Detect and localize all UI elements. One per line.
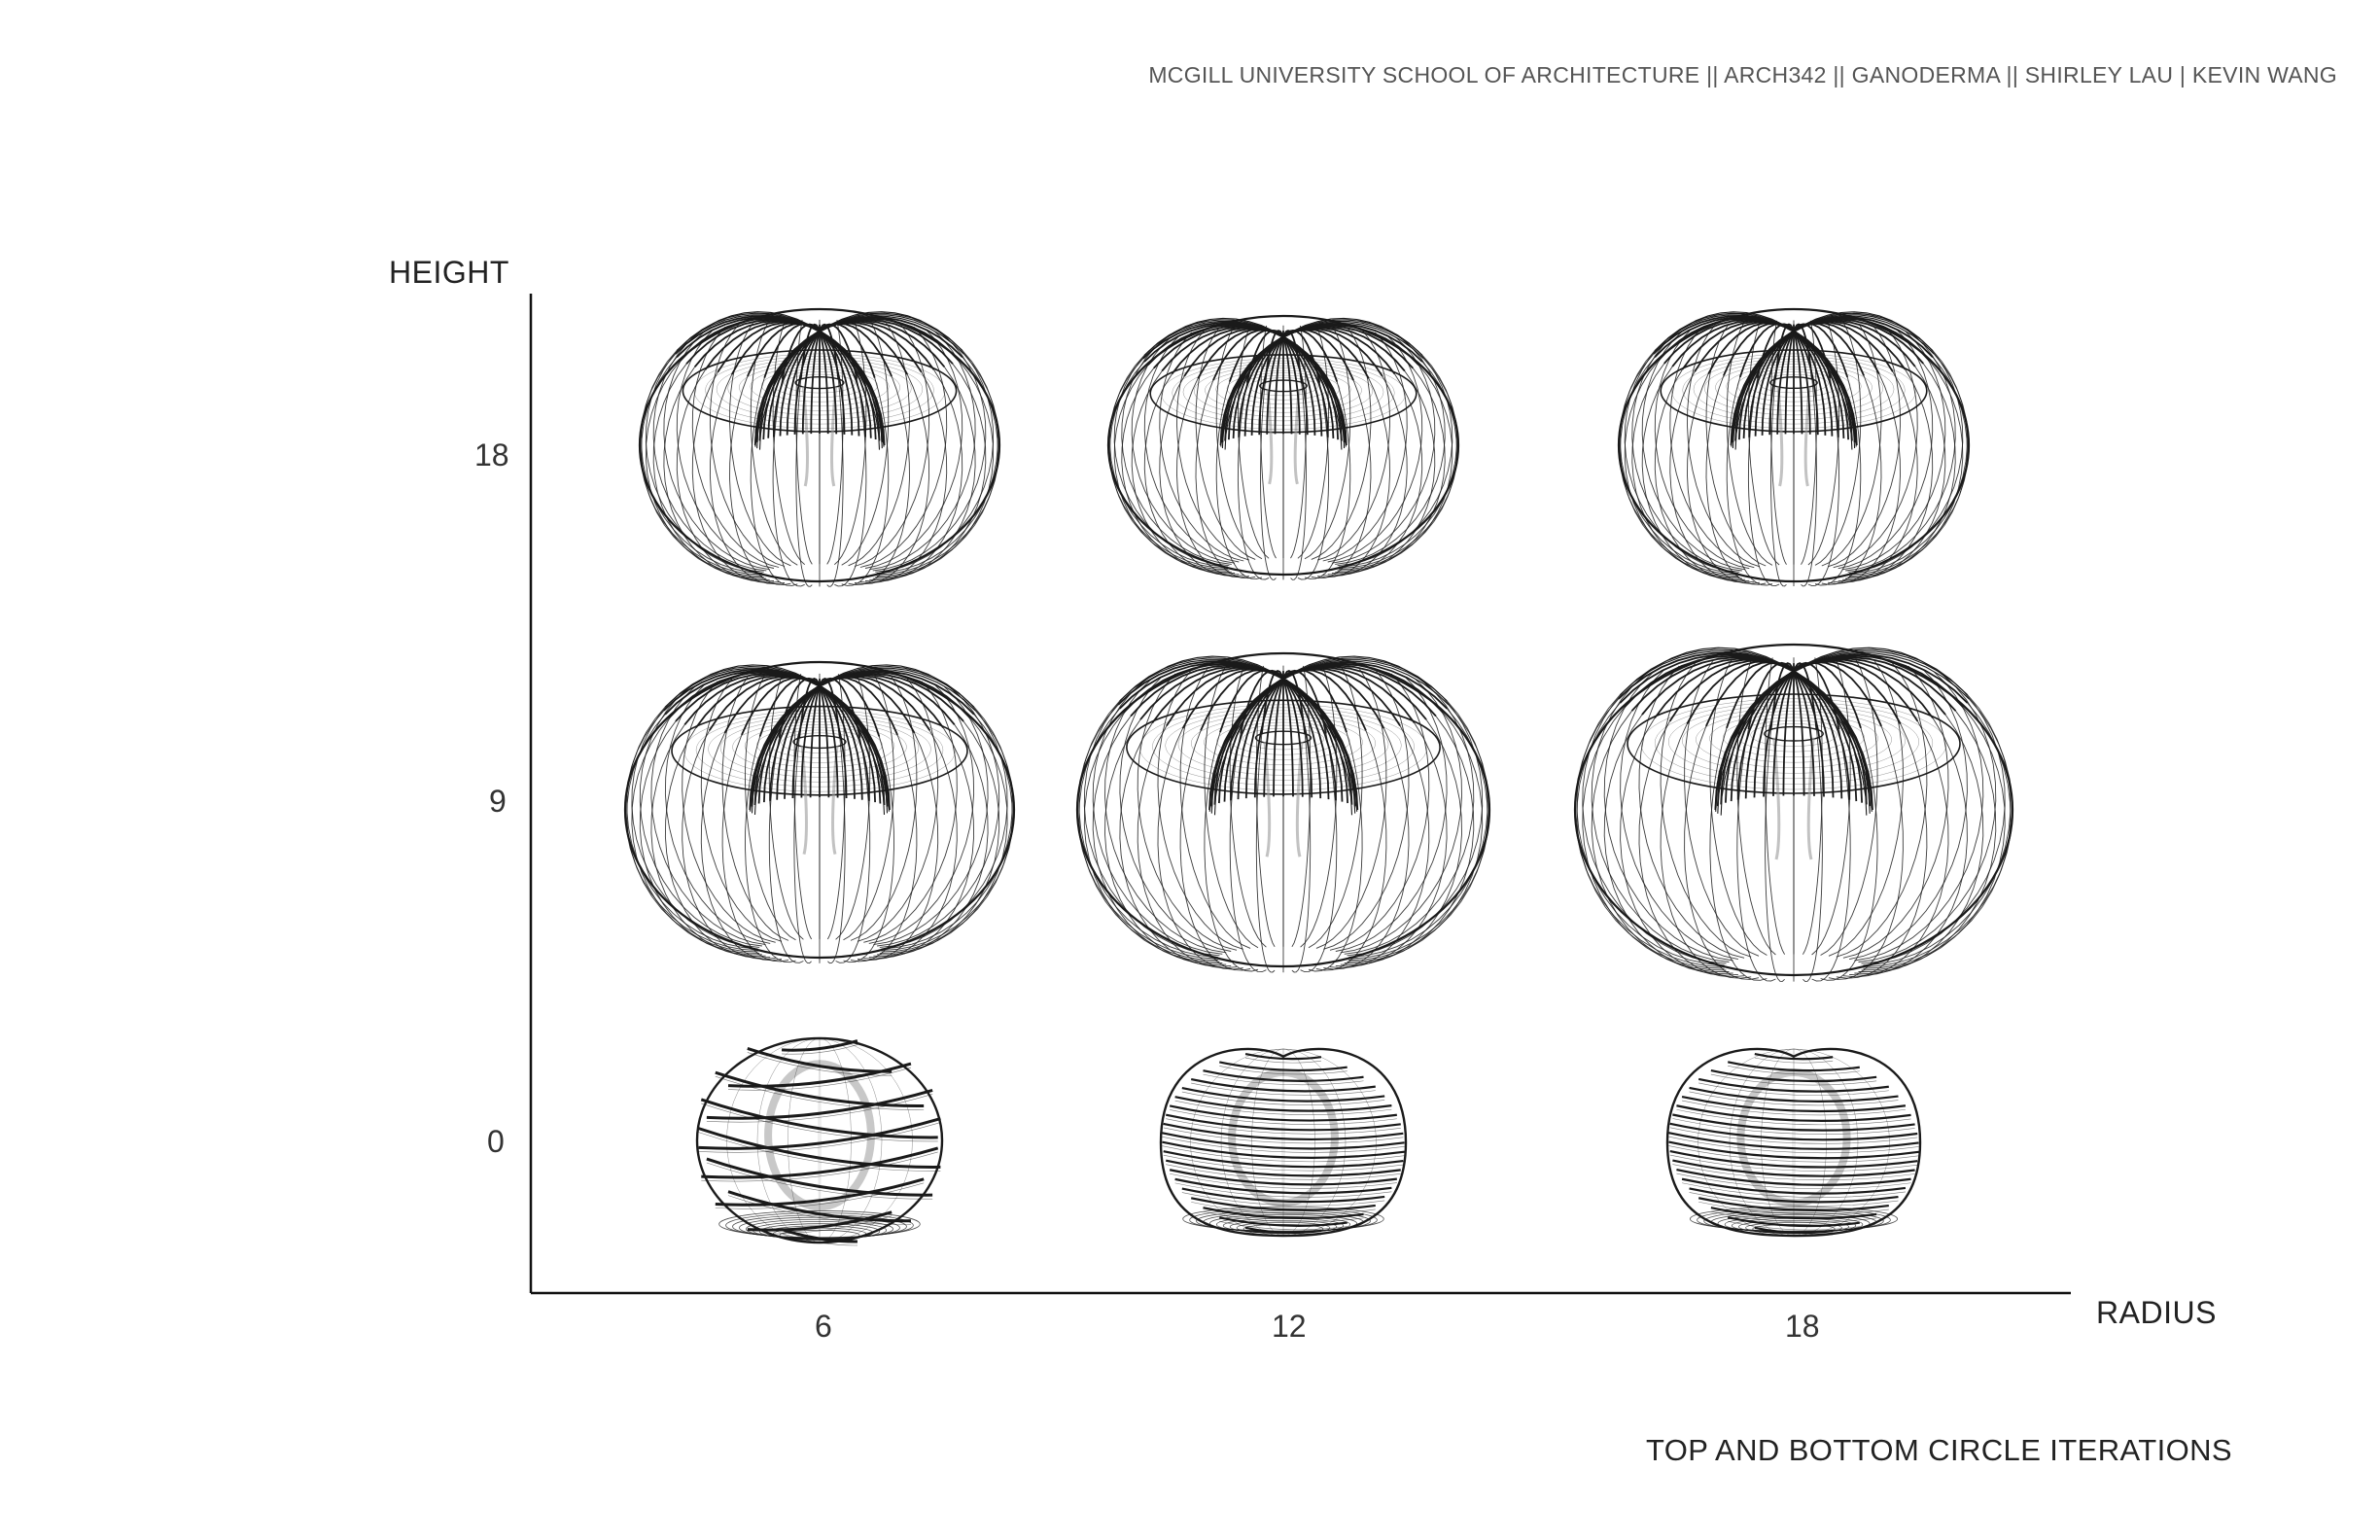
torus-form bbox=[623, 660, 1016, 964]
banded-sphere-form bbox=[1159, 1047, 1408, 1238]
banded-sphere-form bbox=[695, 1036, 944, 1246]
torus-form bbox=[1617, 307, 1971, 587]
y-tick-label: 18 bbox=[474, 438, 509, 472]
header-credit: MCGILL UNIVERSITY SCHOOL OF ARCHITECTURE… bbox=[1148, 62, 2337, 88]
x-tick-label: 18 bbox=[1785, 1309, 1820, 1344]
torus-form bbox=[638, 307, 1001, 587]
x-axis-title: RADIUS bbox=[2096, 1295, 2217, 1330]
torus-form bbox=[1106, 314, 1460, 580]
torus-form bbox=[1075, 651, 1491, 973]
y-axis-title: HEIGHT bbox=[389, 255, 509, 290]
figure-title: TOP AND BOTTOM CIRCLE ITERATIONS bbox=[1645, 1433, 2232, 1467]
y-tick-label: 0 bbox=[487, 1124, 505, 1159]
y-tick-label: 9 bbox=[489, 784, 507, 819]
x-tick-label: 6 bbox=[815, 1309, 832, 1344]
banded-sphere-form bbox=[1665, 1047, 1922, 1238]
x-tick-label: 12 bbox=[1272, 1309, 1307, 1344]
torus-form bbox=[1573, 643, 2014, 982]
forms-layer bbox=[623, 307, 2014, 1246]
